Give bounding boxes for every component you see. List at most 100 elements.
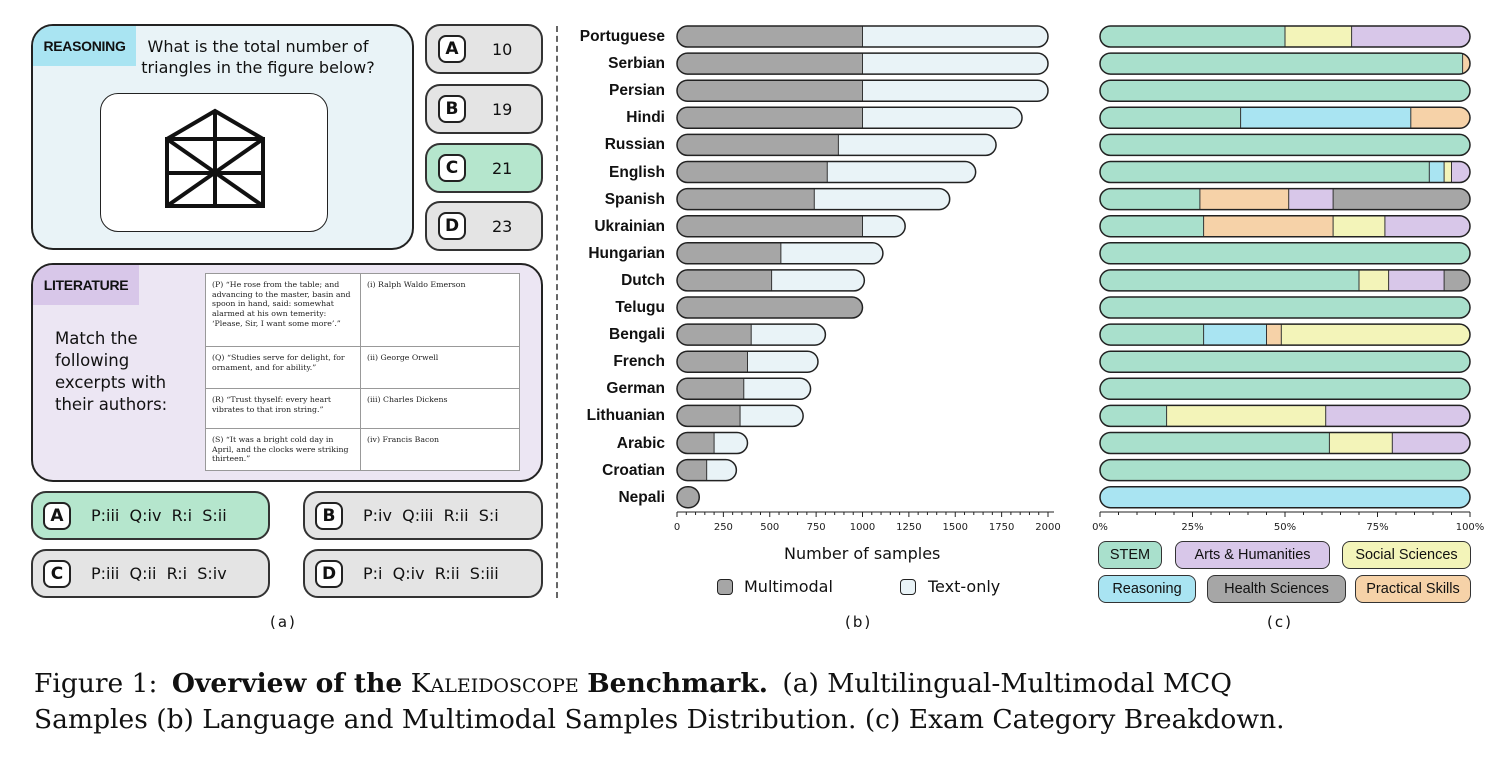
- option-letter: D: [438, 212, 466, 240]
- bar-multimodal: [677, 351, 748, 373]
- category-bar-outline: [1099, 350, 1471, 373]
- bar-group: [677, 26, 1048, 47]
- language-label: Ukrainian: [594, 217, 665, 235]
- legend-practical-skills: Practical Skills: [1355, 575, 1471, 603]
- bar-outline: [676, 269, 866, 292]
- panel-b-label: (b): [845, 613, 873, 631]
- legend-textonly-swatch: [900, 579, 916, 595]
- reasoning-option-a[interactable]: A 10: [425, 24, 543, 74]
- bar-text-only: [780, 242, 883, 264]
- literature-option-a[interactable]: A P:iii Q:iv R:i S:ii: [31, 491, 270, 540]
- segment-stem: [1100, 242, 1470, 264]
- segment-reasoning: [1240, 107, 1411, 129]
- bar-group: [677, 324, 826, 346]
- category-bar-group: [1100, 134, 1470, 156]
- category-bar-group: [1100, 378, 1470, 400]
- legend-reasoning: Reasoning: [1098, 575, 1196, 603]
- segment-stem: [1100, 324, 1204, 346]
- bar-text-only: [747, 351, 818, 373]
- bar-text-only: [862, 107, 1023, 129]
- option-letter: B: [315, 501, 343, 530]
- bar-group: [677, 378, 811, 400]
- author-cell: (iii) Charles Dickens: [360, 388, 520, 429]
- segment-practical-skills: [1410, 107, 1470, 129]
- category-bar-outline: [1099, 242, 1471, 265]
- language-label: Portuguese: [579, 28, 665, 45]
- x-tick-label: 75%: [1366, 522, 1388, 533]
- x-axis-title: Number of samples: [784, 544, 941, 563]
- segment-practical-skills: [1462, 53, 1470, 75]
- bar-group: [677, 188, 950, 210]
- panel-c-label: (c): [1267, 613, 1293, 631]
- language-label: Serbian: [608, 55, 665, 73]
- bar-group: [677, 459, 737, 481]
- bar-outline: [676, 242, 884, 265]
- x-tick-label: 250: [714, 522, 733, 533]
- legend-social-sciences: Social Sciences: [1342, 541, 1471, 569]
- x-tick-label: 2000: [1035, 522, 1060, 533]
- author-cell: (iv) Francis Bacon: [360, 427, 520, 472]
- category-bar-outline: [1099, 106, 1471, 130]
- bar-group: [677, 269, 865, 291]
- bar-text-only: [771, 269, 865, 291]
- literature-option-c[interactable]: C P:iii Q:ii R:i S:iv: [31, 549, 270, 598]
- category-bar-group: [1100, 269, 1470, 291]
- category-bar-outline: [1099, 296, 1471, 319]
- category-bar-group: [1100, 53, 1470, 75]
- bar-multimodal: [677, 486, 700, 508]
- reasoning-option-b[interactable]: B 19: [425, 84, 543, 134]
- x-tick-label: 750: [807, 522, 826, 533]
- figure-caption: Figure 1: Overview of the Kaleidoscope B…: [34, 666, 1285, 738]
- bar-multimodal: [677, 26, 863, 47]
- bar-text-only: [740, 405, 804, 427]
- category-bar-group: [1100, 80, 1470, 102]
- bar-outline: [676, 350, 819, 373]
- segment-stem: [1100, 26, 1285, 47]
- bar-group: [677, 53, 1048, 75]
- category-bar-group: [1100, 188, 1470, 210]
- bar-text-only: [706, 459, 737, 481]
- option-value: P:iv Q:iii R:ii S:i: [363, 506, 499, 525]
- reasoning-option-d[interactable]: D 23: [425, 201, 543, 251]
- bar-outline: [676, 296, 864, 319]
- bar-outline: [676, 377, 812, 401]
- legend-multimodal-swatch: [717, 579, 733, 595]
- segment-reasoning: [1203, 324, 1267, 346]
- segment-arts-humanities: [1388, 269, 1445, 291]
- category-bar-outline: [1099, 485, 1471, 509]
- legend-textonly-label: Text-only: [928, 577, 1001, 596]
- excerpt-cell: (P) “He rose from the table; and advanci…: [205, 273, 361, 347]
- x-tick-label: 1000: [850, 522, 875, 533]
- bar-text-only: [714, 432, 748, 454]
- segment-stem: [1100, 188, 1200, 210]
- bar-group: [677, 432, 748, 454]
- bar-multimodal: [677, 432, 715, 454]
- match-table: (P) “He rose from the table; and advanci…: [205, 273, 520, 472]
- panel-divider: [556, 26, 558, 598]
- language-distribution-chart: 0 250 500 750 1000 1250 1500 1750 2000: [674, 25, 1061, 533]
- segment-practical-skills: [1266, 324, 1282, 346]
- legend-stem: STEM: [1098, 541, 1162, 569]
- option-value: 10: [492, 39, 513, 59]
- option-value: P:iii Q:ii R:i S:iv: [91, 564, 227, 583]
- category-bar-outline: [1099, 431, 1471, 455]
- bar-text-only: [862, 80, 1048, 102]
- language-label: Telugu: [615, 299, 665, 316]
- caption-kaleidoscope: Kaleidoscope: [410, 668, 579, 699]
- category-bar-outline: [1099, 52, 1471, 75]
- literature-option-b[interactable]: B P:iv Q:iii R:ii S:i: [303, 491, 543, 540]
- segment-stem: [1100, 107, 1241, 129]
- segment-social-sciences: [1166, 405, 1326, 427]
- option-value: P:iii Q:iv R:i S:ii: [91, 506, 227, 525]
- reasoning-option-c[interactable]: C 21: [425, 143, 543, 193]
- bar-multimodal: [677, 269, 772, 291]
- figure-number: Figure 1:: [34, 668, 158, 699]
- bar-outline: [676, 25, 1049, 48]
- panel-a-label: (a): [270, 613, 297, 631]
- legend-arts-humanities: Arts & Humanities: [1175, 541, 1330, 569]
- bar-multimodal: [677, 459, 707, 481]
- bar-multimodal: [677, 188, 815, 210]
- literature-option-d[interactable]: D P:i Q:iv R:ii S:iii: [303, 549, 543, 598]
- bar-multimodal: [677, 107, 863, 129]
- segment-social-sciences: [1285, 26, 1352, 47]
